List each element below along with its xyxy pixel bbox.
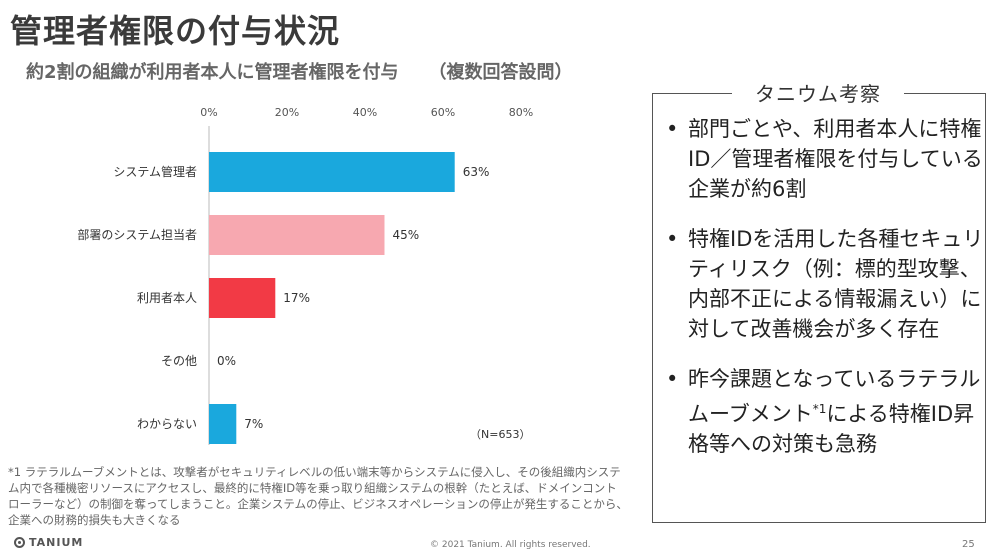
x-tick-label: 60% (431, 106, 455, 119)
insight-item: • 部門ごとや、利用者本人に特権ID／管理者権限を付与している企業が約6割 (660, 114, 984, 204)
value-label: 63% (463, 165, 490, 179)
footnote-ref: *1 (812, 402, 827, 416)
insight-text-after: による特権ID昇格等への対策も急務 (688, 402, 975, 456)
bullet-icon: • (666, 367, 679, 391)
subtitle-note: （複数回答設問） (428, 62, 573, 83)
bullet-icon: • (666, 227, 679, 251)
category-label: システム管理者 (113, 164, 197, 179)
page-title: 管理者権限の付与状況 (10, 12, 341, 50)
bar (209, 278, 276, 318)
insight-item: • 特権IDを活用した各種セキュリティリスク（例：標的型攻撃、内部不正による情報… (660, 224, 984, 344)
category-label: わからない (137, 417, 197, 431)
value-label: 7% (244, 417, 263, 431)
x-tick-label: 80% (509, 106, 533, 119)
logo-text: TANIUM (29, 536, 84, 549)
insight-text: 特権IDを活用した各種セキュリティリスク（例：標的型攻撃、内部不正による情報漏え… (688, 227, 984, 341)
insight-list: • 部門ごとや、利用者本人に特権ID／管理者権限を付与している企業が約6割 • … (660, 114, 984, 479)
bar (209, 404, 237, 444)
bullet-icon: • (666, 117, 679, 141)
value-label: 45% (393, 228, 420, 242)
category-label: その他 (161, 354, 197, 368)
insight-text-before: 昨今課題となっているラテラルムーブメント (688, 367, 981, 426)
bar-chart: 0% 20% 40% 60% 80% システム管理者 63% 部署のシステム担当者 45% 利用者… (77, 106, 533, 445)
tanium-logo-icon (14, 537, 25, 548)
insight-text: 部門ごとや、利用者本人に特権ID／管理者権限を付与している企業が約6割 (688, 117, 983, 201)
value-label: 17% (283, 291, 310, 305)
insight-title: タニウム考察 (732, 80, 904, 108)
copyright: © 2021 Tanium. All rights reserved. (430, 540, 591, 550)
x-tick-label: 0% (200, 106, 217, 119)
x-tick-label: 40% (353, 106, 377, 119)
value-label: 0% (217, 354, 236, 368)
subtitle-text: 約2割の組織が利用者本人に管理者権限を付与 (26, 62, 399, 83)
tanium-logo: TANIUM (14, 536, 83, 549)
insight-item: • 昨今課題となっているラテラルムーブメント*1による特権ID昇格等への対策も急… (660, 364, 984, 459)
category-label: 利用者本人 (137, 291, 197, 305)
sample-size-label: （N=653） (470, 428, 530, 441)
page-subtitle: 約2割の組織が利用者本人に管理者権限を付与 （複数回答設問） (26, 58, 573, 84)
bar (209, 152, 455, 192)
category-label: 部署のシステム担当者 (77, 227, 197, 242)
page-number: 25 (962, 539, 975, 550)
x-tick-label: 20% (275, 106, 299, 119)
footnote: *1 ラテラルムーブメントとは、攻撃者がセキュリティレベルの低い端末等からシステ… (8, 465, 628, 527)
bar (209, 215, 385, 255)
